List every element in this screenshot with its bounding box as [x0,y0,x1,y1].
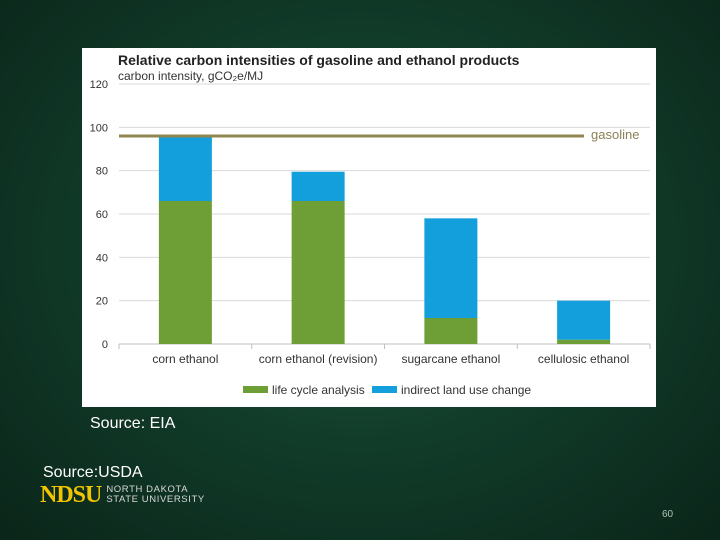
page-number: 60 [662,509,674,520]
legend-swatch [372,386,397,393]
ndsu-logo: NDSU NORTH DAKOTA STATE UNIVERSITY [40,483,205,507]
ndsu-logo-line1: NORTH DAKOTA [106,484,189,495]
bar-indirect-land-use-change [291,171,345,201]
ndsu-logo-mark: NDSU [40,482,102,508]
source-usda-caption: Source:USDA [43,464,143,481]
legend-label: life cycle analysis [272,383,365,397]
y-tick-label: 120 [90,79,108,91]
bar-life-cycle-analysis [424,318,478,344]
bar-indirect-land-use-change [158,136,212,201]
bar-life-cycle-analysis [291,201,345,344]
y-tick-label: 100 [90,122,108,134]
y-tick-label: 40 [96,252,108,264]
x-tick-label: corn ethanol [152,352,218,366]
ndsu-logo-line2: STATE UNIVERSITY [106,494,205,505]
bar-indirect-land-use-change [424,218,478,318]
chart-title: Relative carbon intensities of gasoline … [118,52,520,68]
y-axis-label: carbon intensity, gCO₂e/MJ [118,69,263,83]
y-tick-label: 0 [102,339,108,351]
y-tick-label: 80 [96,166,108,178]
chart-panel: Relative carbon intensities of gasoline … [82,48,656,407]
bar-indirect-land-use-change [557,300,611,340]
y-tick-label: 60 [96,209,108,221]
gasoline-reference-label: gasoline [591,127,639,142]
x-tick-label: cellulosic ethanol [538,352,629,366]
ndsu-logo-text: NORTH DAKOTA STATE UNIVERSITY [106,485,204,505]
bar-life-cycle-analysis [557,339,611,344]
legend-label: indirect land use change [401,383,531,397]
source-eia-caption: Source: EIA [90,415,176,432]
x-tick-label: corn ethanol (revision) [259,352,378,366]
bar-life-cycle-analysis [158,201,212,344]
x-tick-label: sugarcane ethanol [402,352,501,366]
y-tick-label: 20 [96,296,108,308]
carbon-intensity-chart: Relative carbon intensities of gasoline … [90,52,651,397]
legend-swatch [243,386,268,393]
